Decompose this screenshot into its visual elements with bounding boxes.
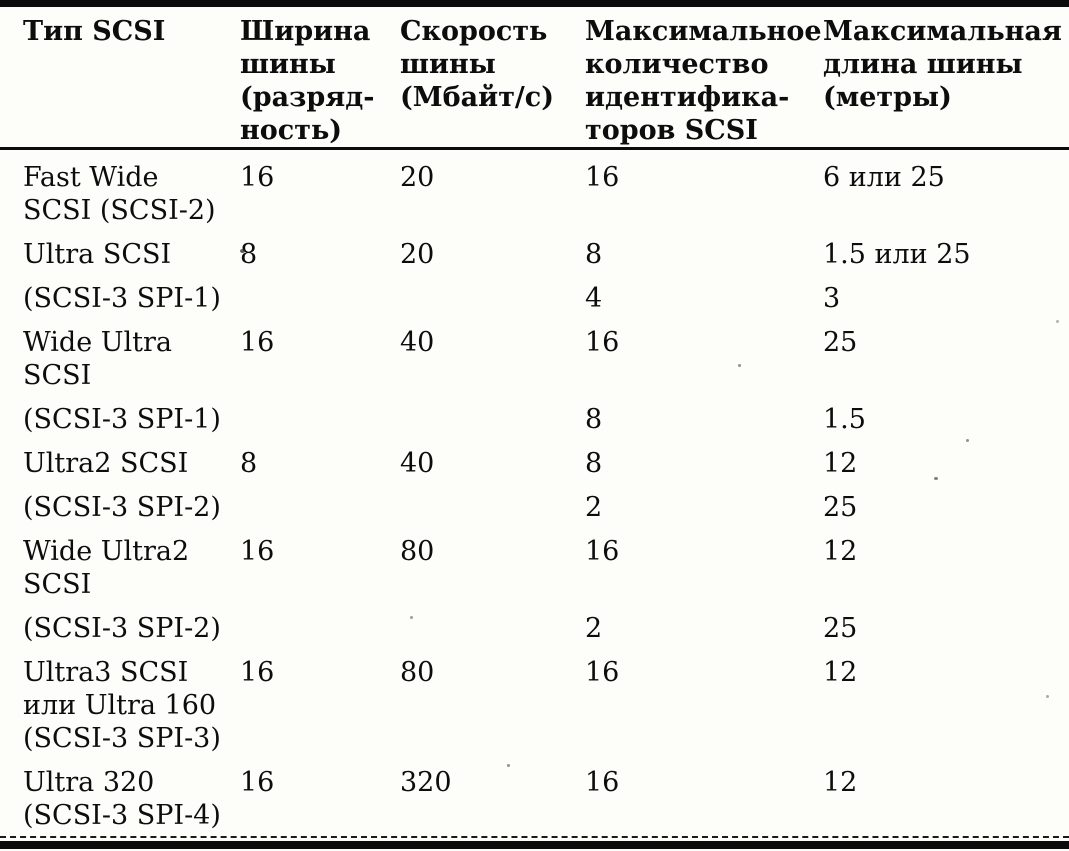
cell-bus-width [240,392,400,436]
table-bottom-thin-rule [0,836,1069,838]
table-row: (SCSI-3 SPI-1) 4 3 [0,271,1069,315]
table-row: Wide Ultra SCSI 16 40 16 25 [0,315,1069,392]
scan-speck [240,249,245,253]
cell-max-ids: 16 [585,657,620,688]
cell-bus-speed: 80 [400,657,435,688]
cell-bus-speed: 80 [400,536,435,567]
cell-bus-speed: 20 [400,162,435,193]
cell-bus-speed [400,480,585,524]
column-header-max-length: Максимальная длина шины (метры) [823,7,1069,150]
cell-max-length: 25 [823,492,858,523]
cell-max-length: 12 [823,536,858,567]
cell-scsi-type: Ultra2 SCSI [23,448,189,479]
table-row: Ultra2 SCSI 8 40 8 12 [0,436,1069,480]
table-row: (SCSI-3 SPI-2) 2 25 [0,601,1069,645]
cell-max-length: 3 [823,283,841,314]
cell-bus-width: 8 [240,239,258,270]
table-row: Wide Ultra2 SCSI 16 80 16 12 [0,524,1069,601]
cell-bus-width [240,271,400,315]
table-top-rule [0,0,1069,7]
cell-bus-speed: 20 [400,239,435,270]
cell-scsi-type: Ultra 320 (SCSI-3 SPI-4) [23,767,221,831]
cell-bus-width [240,480,400,524]
scan-speck [738,364,741,367]
cell-scsi-type: Wide Ultra SCSI [23,327,173,391]
cell-scsi-type: Ultra SCSI [23,239,172,270]
scan-speck [410,616,413,619]
cell-max-ids: 16 [585,536,620,567]
cell-max-length: 25 [823,613,858,644]
table-bottom-thick-rule [0,841,1069,849]
cell-bus-speed [400,601,585,645]
cell-max-ids: 8 [585,404,603,435]
cell-max-ids: 16 [585,162,620,193]
column-header-bus-speed: Скорость шины (Мбайт/с) [400,7,585,150]
scan-speck [1056,320,1059,323]
scan-speck [966,439,969,442]
table-header-row: Тип SCSI Ширина шины (разряд- ность) Ско… [0,7,1069,150]
cell-bus-speed: 320 [400,767,452,798]
scan-speck [1046,695,1049,698]
cell-scsi-type: Fast Wide SCSI (SCSI-2) [23,162,216,226]
cell-max-ids: 8 [585,239,603,270]
table-row: (SCSI-3 SPI-2) 2 25 [0,480,1069,524]
cell-scsi-type: Wide Ultra2 SCSI [23,536,190,600]
cell-max-ids: 8 [585,448,603,479]
cell-bus-width: 8 [240,448,258,479]
cell-bus-speed [400,392,585,436]
cell-max-length: 25 [823,327,858,358]
cell-scsi-type: (SCSI-3 SPI-1) [23,404,221,435]
table-row: (SCSI-3 SPI-1) 8 1.5 [0,392,1069,436]
cell-max-ids: 16 [585,767,620,798]
cell-max-ids: 2 [585,492,603,523]
cell-scsi-type: (SCSI-3 SPI-2) [23,492,221,523]
cell-bus-width [240,601,400,645]
table-row: Ultra 320 (SCSI-3 SPI-4) 16 320 16 12 [0,755,1069,832]
table-row: Ultra3 SCSI или Ultra 160 (SCSI-3 SPI-3)… [0,645,1069,755]
scsi-types-table: Тип SCSI Ширина шины (разряд- ность) Ско… [0,7,1069,832]
cell-scsi-type: (SCSI-3 SPI-1) [23,283,221,314]
cell-max-ids: 4 [585,283,603,314]
column-header-scsi-type: Тип SCSI [0,7,240,150]
cell-max-length: 12 [823,448,858,479]
cell-bus-speed [400,271,585,315]
column-header-max-ids: Максимальное количество идентифика- торо… [585,7,823,150]
cell-bus-speed: 40 [400,327,435,358]
cell-max-length: 1.5 или 25 [823,239,971,270]
cell-scsi-type: Ultra3 SCSI или Ultra 160 (SCSI-3 SPI-3) [23,657,221,754]
cell-max-length: 6 или 25 [823,162,945,193]
table-row: Fast Wide SCSI (SCSI-2) 16 20 16 6 или 2… [0,149,1069,228]
cell-max-length: 12 [823,657,858,688]
cell-bus-width: 16 [240,327,275,358]
cell-bus-width: 16 [240,162,275,193]
table-row: Ultra SCSI 8 20 8 1.5 или 25 [0,227,1069,271]
cell-max-ids: 16 [585,327,620,358]
cell-bus-width: 16 [240,657,275,688]
cell-scsi-type: (SCSI-3 SPI-2) [23,613,221,644]
cell-max-ids: 2 [585,613,603,644]
scan-speck [507,764,510,767]
cell-bus-width: 16 [240,767,275,798]
cell-max-length: 12 [823,767,858,798]
cell-bus-speed: 40 [400,448,435,479]
cell-bus-width: 16 [240,536,275,567]
scan-speck [934,477,938,480]
column-header-bus-width: Ширина шины (разряд- ность) [240,7,400,150]
cell-max-length: 1.5 [823,404,866,435]
